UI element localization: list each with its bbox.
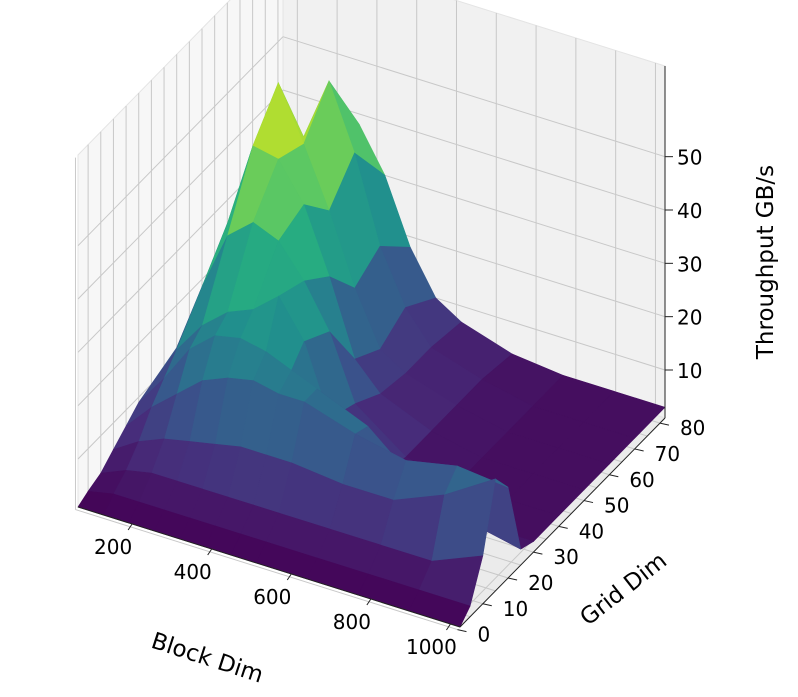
y-tick-label: 50 (604, 494, 629, 518)
y-axis-line (459, 417, 666, 628)
z-axis-label: Throughput GB/s (753, 165, 779, 360)
z-tick-label: 50 (677, 146, 702, 170)
x-tick-label: 1000 (406, 635, 457, 659)
x-tick-label: 200 (94, 535, 132, 559)
y-tick-label: 20 (528, 571, 553, 595)
x-tick-mark (286, 573, 292, 581)
axes-edges (77, 66, 666, 628)
y-tick-mark (634, 448, 644, 452)
y-tick-label: 40 (579, 519, 604, 543)
z-gridline-left (77, 36, 284, 247)
y-tick-mark (583, 500, 594, 504)
x-axis-label: Block Dim (148, 628, 266, 689)
y-tick-label: 30 (553, 545, 578, 569)
y-tick-label: 0 (477, 623, 490, 647)
axes-ticks: 2004006008001000010203040506070801020304… (94, 146, 705, 659)
y-tick-mark (457, 629, 467, 633)
y-gridline-floor (75, 509, 458, 631)
x-tick-mark (366, 598, 372, 606)
y-tick-mark (482, 603, 492, 607)
y-tick-mark (558, 525, 568, 529)
y-tick-label: 10 (503, 597, 528, 621)
y-tick-mark (533, 551, 543, 555)
y-tick-label: 60 (629, 468, 654, 492)
x-tick-mark (127, 523, 133, 531)
z-tick-label: 40 (677, 199, 702, 223)
x-axis-line (77, 506, 461, 628)
y-tick-mark (609, 474, 619, 478)
y-axis-label: Grid Dim (575, 548, 671, 631)
x-tick-mark (446, 623, 451, 631)
x-tick-label: 400 (174, 560, 212, 584)
y-tick-label: 70 (655, 442, 680, 466)
z-tick-label: 30 (677, 252, 702, 276)
x-tick-label: 800 (333, 610, 371, 634)
y-tick-mark (659, 422, 670, 426)
z-gridline-left (77, 89, 284, 300)
z-tick-label: 10 (677, 359, 702, 383)
x-tick-mark (207, 548, 213, 556)
x-tick-label: 600 (253, 585, 291, 609)
y-tick-mark (507, 577, 518, 581)
z-tick-label: 20 (677, 306, 702, 330)
z-gridline-back (282, 36, 666, 158)
surface-plot (77, 80, 666, 628)
y-tick-label: 80 (680, 416, 705, 440)
